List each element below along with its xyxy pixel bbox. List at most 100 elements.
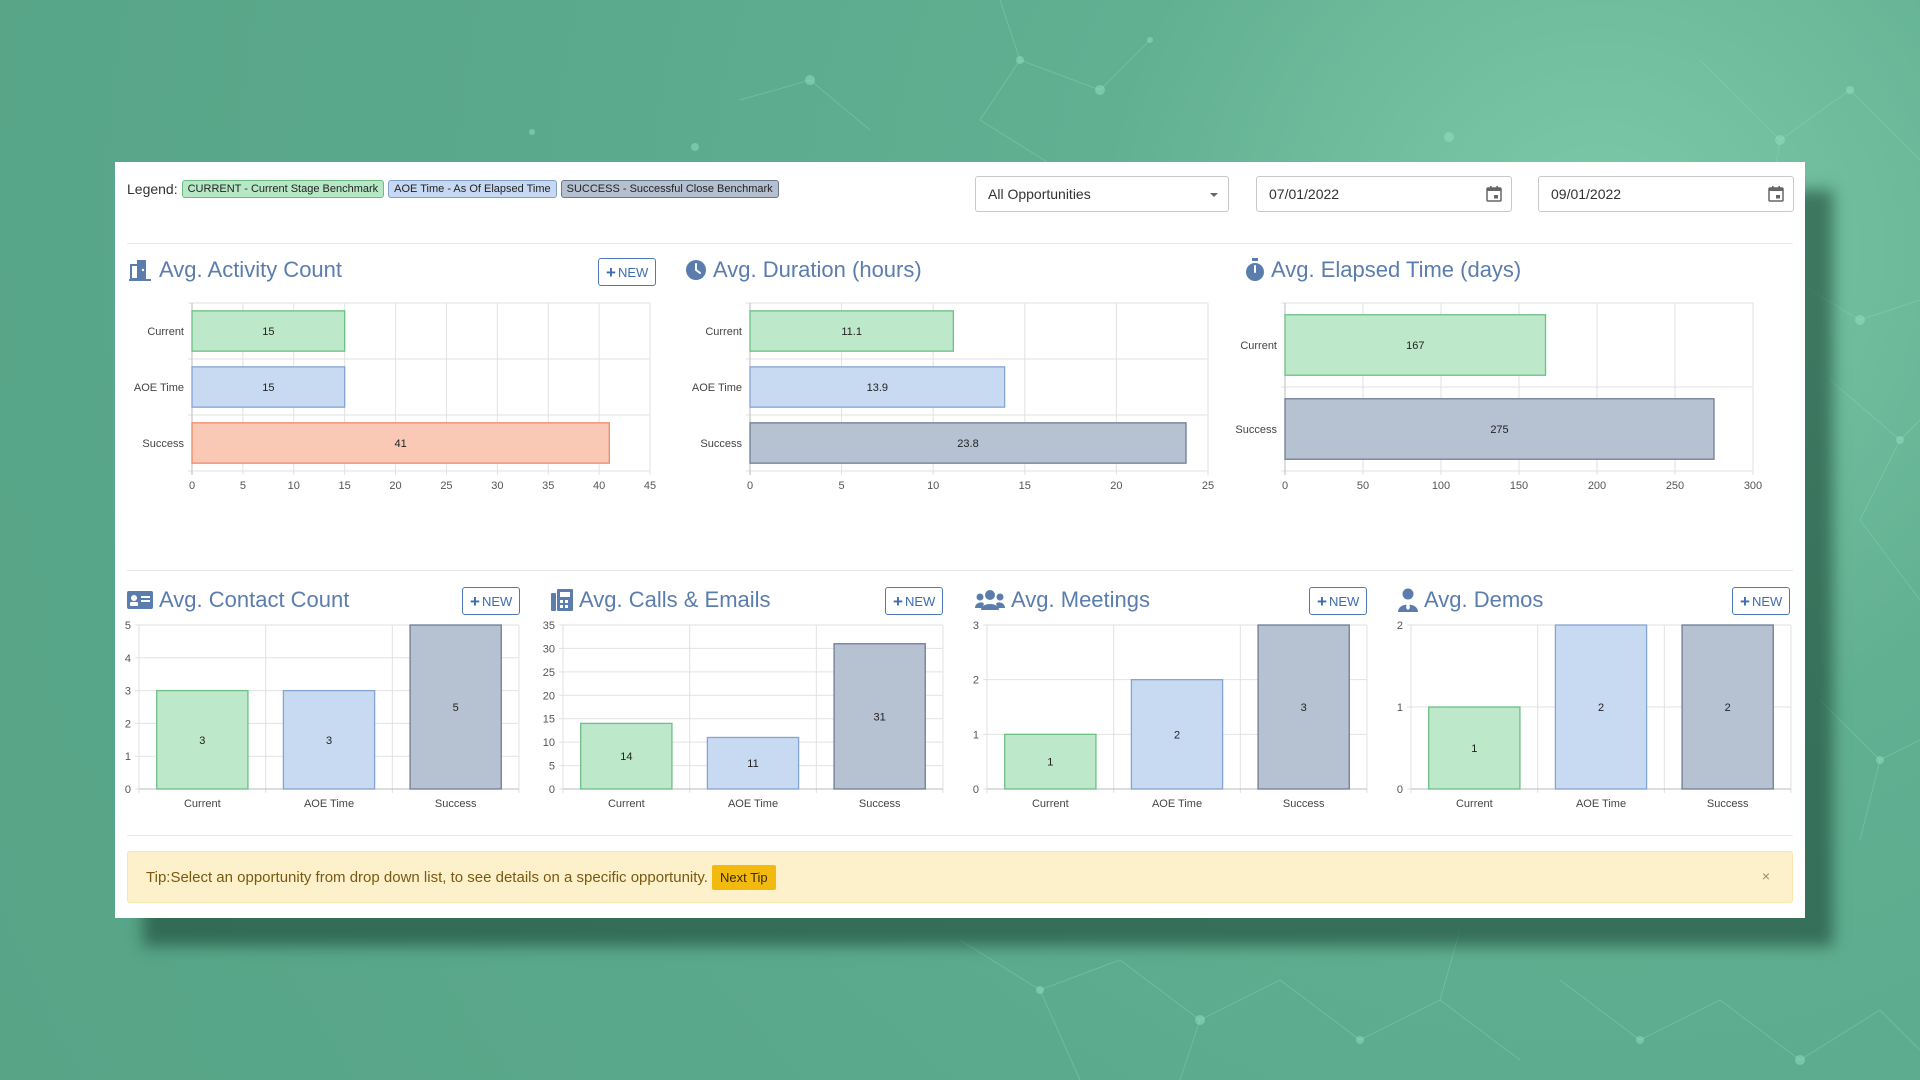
- dashboard-panel: Legend: CURRENT - Current Stage Benchmar…: [115, 162, 1805, 918]
- category-label: Success: [142, 438, 184, 450]
- door-icon: [129, 260, 151, 281]
- calls-emails-chart-svg: 0 5 10 15 20 25 30 35 14 Current 11 AOE Time 31 Succe…: [543, 620, 944, 807]
- elapsed-title-text: Avg. Elapsed Time (days): [1271, 257, 1522, 282]
- y-tick-label: 35: [543, 620, 555, 632]
- category-label: Success: [1707, 798, 1749, 807]
- x-tick-label: 0: [189, 480, 195, 492]
- data-label: 15: [262, 326, 274, 338]
- x-tick-label: 0: [747, 480, 753, 492]
- category-label: Current: [1456, 798, 1493, 807]
- demos-title-text: Avg. Demos: [1424, 587, 1544, 612]
- category-label: Success: [1283, 798, 1325, 807]
- x-tick-label: 15: [339, 480, 351, 492]
- activity-count-chart: 0 5 10 15 20 25 30 35 40 45 15 Current 15 AOE Time 41 S…: [115, 297, 675, 512]
- legend-current-pill: CURRENT - Current Stage Benchmark: [181, 180, 385, 198]
- bar: [749, 366, 1006, 408]
- activity-count-chart-svg: 0 5 10 15 20 25 30 35 40 45 15 Current 15 AOE Time 41 S…: [134, 302, 656, 492]
- x-tick-label: 100: [1432, 480, 1450, 492]
- y-tick-label: 3: [973, 620, 979, 632]
- y-tick-label: 2: [1397, 620, 1403, 632]
- bar: [1681, 624, 1774, 790]
- data-label: 11: [747, 758, 758, 770]
- y-tick-label: 4: [125, 653, 131, 665]
- x-tick-label: 20: [1110, 480, 1122, 492]
- data-label: 23.8: [957, 438, 978, 450]
- bar: [749, 422, 1187, 464]
- x-tick-label: 35: [542, 480, 554, 492]
- tip-text: Tip:Select an opportunity from drop down…: [146, 868, 708, 886]
- bar: [409, 624, 502, 790]
- duration-title-text: Avg. Duration (hours): [713, 257, 922, 282]
- contact-new-label: NEW: [481, 593, 513, 609]
- duration-chart: 0 5 10 15 20 25 11.1 Current 13.9 AOE Time 23.8 Suc…: [672, 297, 1232, 512]
- plus-icon: +: [893, 591, 903, 611]
- bar: [580, 722, 673, 790]
- bar: [833, 643, 926, 790]
- activity-new-button[interactable]: + NEW: [598, 258, 657, 286]
- bar: [706, 736, 800, 790]
- x-tick-label: 45: [644, 480, 656, 492]
- data-label: 1: [1047, 757, 1053, 769]
- calls-emails-chart: 0 5 10 15 20 25 30 35 14 Current 11 AOE Time 31 Succe…: [539, 617, 963, 807]
- elapsed-title: Avg. Elapsed Time (days): [1245, 257, 1521, 283]
- y-tick-label: 25: [543, 667, 555, 679]
- plus-icon: +: [1317, 591, 1327, 611]
- end-date-value: 09/01/2022: [1551, 186, 1622, 202]
- bar: [1428, 706, 1521, 790]
- data-label: 3: [199, 735, 205, 747]
- demos-new-button[interactable]: + NEW: [1732, 587, 1791, 615]
- bar: [1257, 624, 1350, 790]
- divider: [127, 570, 1793, 571]
- demos-new-label: NEW: [1751, 593, 1783, 609]
- contact-new-button[interactable]: + NEW: [462, 587, 521, 615]
- divider: [127, 243, 1793, 244]
- x-tick-label: 10: [927, 480, 939, 492]
- meetings-chart-svg: 0 1 2 3 1 Current 2 AOE Time 3 Success: [973, 620, 1368, 807]
- x-tick-label: 25: [440, 480, 452, 492]
- data-label: 31: [874, 711, 886, 723]
- meetings-new-label: NEW: [1328, 593, 1360, 609]
- x-tick-label: 30: [491, 480, 503, 492]
- calendar-icon[interactable]: [1767, 185, 1785, 203]
- elapsed-chart: 0 50 100 150 200 250 300 167 Current 275 Success: [1219, 297, 1791, 512]
- calendar-icon[interactable]: [1485, 185, 1503, 203]
- start-date-input[interactable]: 07/01/2022: [1256, 176, 1512, 212]
- x-tick-label: 40: [593, 480, 605, 492]
- x-tick-label: 15: [1019, 480, 1031, 492]
- opportunity-select-value: All Opportunities: [988, 186, 1091, 202]
- category-label: Success: [435, 798, 477, 807]
- category-label: Current: [184, 798, 221, 807]
- category-label: AOE Time: [1152, 798, 1202, 807]
- calls-new-button[interactable]: + NEW: [885, 587, 944, 615]
- category-label: Success: [700, 438, 742, 450]
- y-tick-label: 0: [973, 784, 979, 796]
- y-tick-label: 0: [1397, 784, 1403, 796]
- data-label: 3: [1301, 702, 1307, 714]
- end-date-input[interactable]: 09/01/2022: [1538, 176, 1794, 212]
- data-label: 1: [1471, 743, 1477, 755]
- y-tick-label: 0: [125, 784, 131, 796]
- y-tick-label: 2: [973, 675, 979, 687]
- contact-count-chart-svg: 0 1 2 3 4 5 3 Current 3 AOE Time 5 Success: [125, 620, 520, 807]
- bar: [1130, 679, 1224, 790]
- meetings-chart: 0 1 2 3 1 Current 2 AOE Time 3 Success: [963, 617, 1387, 807]
- data-label: 2: [1174, 729, 1180, 741]
- opportunity-select[interactable]: All Opportunities: [975, 176, 1229, 212]
- category-label: Current: [608, 798, 645, 807]
- y-tick-label: 15: [543, 714, 555, 726]
- category-label: AOE Time: [728, 798, 778, 807]
- bar: [191, 422, 610, 464]
- close-icon[interactable]: ×: [1761, 868, 1770, 884]
- category-label: Success: [859, 798, 901, 807]
- contact-count-chart: 0 1 2 3 4 5 3 Current 3 AOE Time 5 Success: [115, 617, 539, 807]
- category-label: AOE Time: [692, 382, 742, 394]
- bar: [1284, 314, 1547, 376]
- duration-title: Avg. Duration (hours): [685, 257, 922, 283]
- meetings-new-button[interactable]: + NEW: [1309, 587, 1368, 615]
- category-label: AOE Time: [134, 382, 184, 394]
- legend-label: Legend:: [127, 181, 178, 197]
- activity-new-label: NEW: [617, 264, 649, 280]
- category-label: Current: [1240, 340, 1277, 352]
- bar: [191, 366, 346, 408]
- next-tip-button[interactable]: Next Tip: [711, 864, 776, 890]
